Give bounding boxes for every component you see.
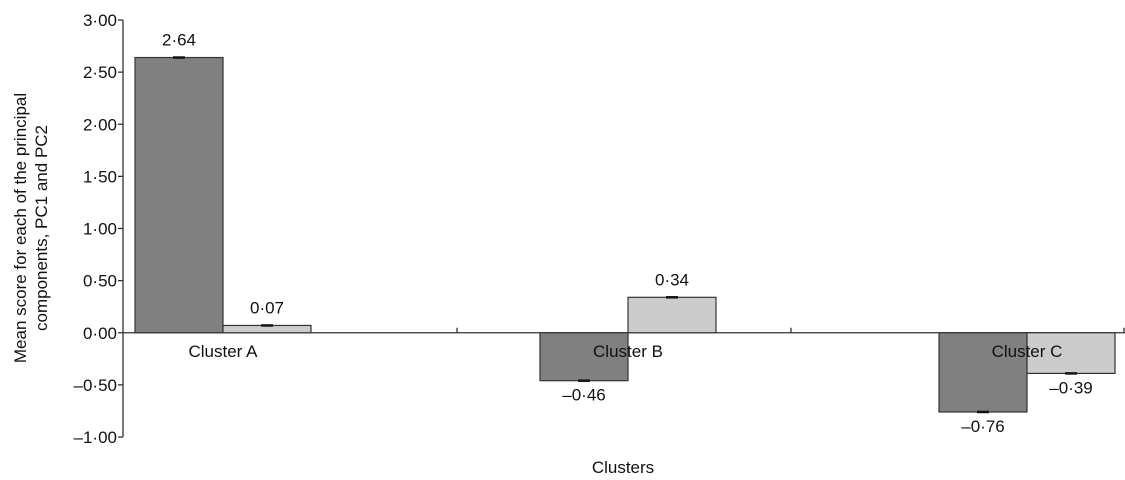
y-tick-label: –0·50	[74, 376, 117, 395]
data-label: 0·07	[250, 298, 284, 317]
bar	[539, 332, 629, 382]
data-labels: 2·64 0·07 Cluster A –0·46 0·34 Cluster B –0·76…	[162, 31, 1093, 436]
bar	[938, 332, 1028, 413]
data-label: –0·76	[961, 417, 1004, 436]
y-tick-label: 0·50	[83, 272, 117, 291]
category-label: Cluster B	[593, 342, 663, 361]
data-label: –0·46	[562, 386, 605, 405]
y-tick-label: 1·00	[83, 220, 117, 239]
y-axis-title-line-2: components, PC1 and PC2	[32, 125, 51, 331]
bar	[627, 296, 717, 334]
category-label: Cluster A	[189, 342, 259, 361]
y-tick-label: 1·50	[83, 167, 117, 186]
data-label: –0·39	[1049, 378, 1092, 397]
bar	[1026, 332, 1116, 375]
y-tick-label: 0·00	[83, 324, 117, 343]
y-tick-label: –1·00	[74, 428, 117, 447]
y-tick-label: 2·00	[83, 115, 117, 134]
data-label: 2·64	[162, 31, 196, 50]
y-tick-label: 3·00	[83, 11, 117, 30]
data-label: 0·34	[655, 270, 689, 289]
y-tick-label: 2·50	[83, 63, 117, 82]
bar	[134, 56, 224, 334]
category-label: Cluster C	[992, 342, 1063, 361]
axes: 3·00 2·50 2·00 1·50 1·00 0·50 0·00 –0·50 –1·00	[74, 11, 1125, 447]
bars	[134, 56, 1116, 414]
x-axis-title: Clusters	[592, 458, 654, 477]
y-axis-title-line-1: Mean score for each of the principal	[11, 93, 30, 363]
